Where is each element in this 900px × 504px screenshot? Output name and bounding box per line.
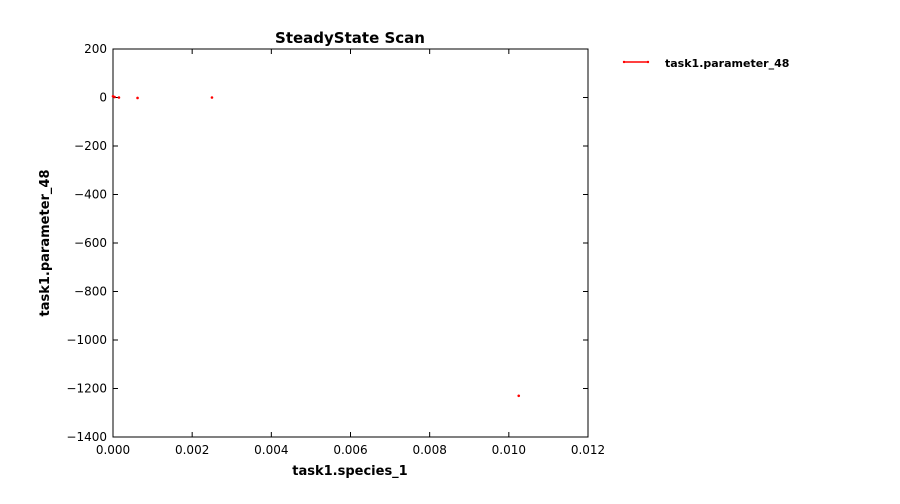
x-tick-label: 0.000 — [96, 443, 130, 457]
y-axis-ticks: 200 0 −200 −400 −600 −800 −1000 −1200 −1400 — [66, 42, 588, 444]
x-tick-label: 0.002 — [175, 443, 209, 457]
y-tick-label: −1000 — [66, 333, 107, 347]
x-tick-label: 0.008 — [412, 443, 446, 457]
y-tick-label: 0 — [99, 91, 107, 105]
y-tick-label: −1200 — [66, 382, 107, 396]
legend-label: task1.parameter_48 — [665, 57, 789, 70]
legend-marker-left — [622, 60, 626, 64]
legend: task1.parameter_48 — [622, 57, 789, 70]
data-points — [111, 94, 521, 398]
data-point — [210, 96, 214, 99]
data-point — [136, 96, 139, 100]
data-point — [113, 95, 116, 99]
data-point — [517, 394, 521, 398]
x-axis-label: task1.species_1 — [292, 464, 407, 479]
x-tick-label: 0.010 — [492, 443, 526, 457]
legend-marker-right — [646, 60, 650, 64]
y-axis-label: task1.parameter_48 — [38, 169, 53, 316]
y-tick-label: −400 — [74, 188, 107, 202]
x-tick-label: 0.006 — [333, 443, 367, 457]
y-tick-label: −1400 — [66, 430, 107, 444]
chart-title: SteadyState Scan — [275, 29, 425, 47]
x-tick-label: 0.004 — [254, 443, 288, 457]
data-point — [117, 96, 121, 99]
y-tick-label: −600 — [74, 236, 107, 250]
x-axis-ticks: 0.000 0.002 0.004 0.006 0.008 0.010 0.012 — [96, 49, 605, 457]
y-tick-label: −200 — [74, 139, 107, 153]
y-tick-label: 200 — [84, 42, 107, 56]
y-tick-label: −800 — [74, 285, 107, 299]
x-tick-label: 0.012 — [571, 443, 605, 457]
plot-area-frame — [112, 48, 589, 438]
